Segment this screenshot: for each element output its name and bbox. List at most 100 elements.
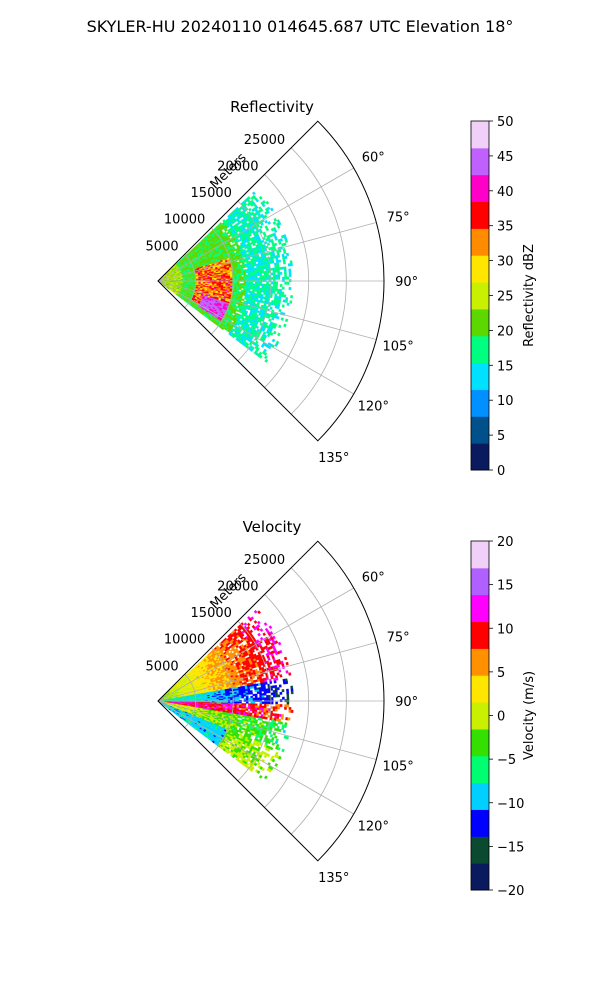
colorbar-segment xyxy=(471,282,489,310)
radar-cell xyxy=(241,286,244,289)
radar-cell xyxy=(259,281,263,285)
radar-cell xyxy=(258,195,263,200)
theta-tick-label: 105° xyxy=(382,339,413,354)
colorbar-segment xyxy=(471,228,489,256)
radar-cell xyxy=(251,191,256,196)
radar-cell xyxy=(277,269,280,273)
radar-cell xyxy=(234,276,238,279)
radar-cell xyxy=(243,277,247,281)
radar-cell xyxy=(272,286,276,290)
radar-cell xyxy=(282,258,286,262)
radar-cell xyxy=(265,288,269,291)
radar-cell xyxy=(212,279,215,281)
radar-cell xyxy=(276,316,280,320)
radar-cell xyxy=(247,257,251,260)
radar-cell xyxy=(258,289,262,293)
radar-cell xyxy=(272,270,276,273)
radar-cell xyxy=(266,283,269,287)
radar-cell xyxy=(239,278,242,281)
radar-cell xyxy=(230,284,233,287)
radar-cell xyxy=(279,291,282,295)
radar-cell xyxy=(241,276,244,279)
radar-cell xyxy=(214,278,217,281)
radar-cell xyxy=(263,355,268,360)
radar-cell xyxy=(264,277,267,280)
radar-cell xyxy=(245,277,249,281)
radar-cell xyxy=(223,278,226,281)
radar-cell xyxy=(279,271,283,275)
radar-cell xyxy=(252,283,256,286)
radar-cell xyxy=(286,276,290,280)
radar-cell xyxy=(254,267,257,271)
radar-cell xyxy=(212,277,215,280)
radar-cell xyxy=(245,274,249,277)
radar-cell xyxy=(230,281,233,284)
radar-cell xyxy=(265,200,270,205)
radar-cell xyxy=(269,207,274,212)
radar-cell xyxy=(236,278,240,281)
radar-cell xyxy=(264,358,269,363)
radar-cell xyxy=(286,302,290,306)
radar-cell xyxy=(259,287,262,291)
radar-cell xyxy=(263,270,267,274)
radar-cell xyxy=(250,281,254,284)
radar-cell xyxy=(278,249,282,253)
radar-cell xyxy=(261,271,265,274)
radar-cell xyxy=(273,277,276,280)
radar-cell xyxy=(267,315,271,319)
radar-cell xyxy=(261,283,265,287)
radar-cell xyxy=(241,298,245,301)
radar-cell xyxy=(284,276,287,280)
colorbar-tick-label: 15 xyxy=(497,359,514,374)
radar-cell xyxy=(272,330,277,335)
radar-cell xyxy=(250,275,254,279)
radar-cell xyxy=(247,290,251,293)
radar-cell xyxy=(243,284,247,288)
radar-cell xyxy=(230,276,233,279)
figure-title: SKYLER-HU 20240110 014645.687 UTC Elevat… xyxy=(87,17,514,36)
radar-cell xyxy=(254,277,258,280)
radar-cell xyxy=(250,277,254,280)
radar-cell xyxy=(283,323,287,328)
radar-cell xyxy=(277,274,281,278)
radar-cell xyxy=(284,274,287,278)
radar-cell xyxy=(284,271,287,275)
radar-cell xyxy=(273,281,276,285)
radar-cell xyxy=(250,283,254,286)
radar-cell xyxy=(254,287,258,290)
radar-cell xyxy=(254,289,258,292)
radar-cell xyxy=(282,276,285,280)
radar-cell xyxy=(245,283,249,286)
radar-cell xyxy=(256,271,260,274)
radar-cell xyxy=(266,281,269,285)
radar-cell xyxy=(266,272,269,276)
radar-cell xyxy=(277,272,281,275)
radar-cell xyxy=(254,275,258,279)
radar-cell xyxy=(259,225,263,229)
theta-tick-label: 60° xyxy=(362,151,385,166)
radar-cell xyxy=(278,259,282,263)
theta-tick-label: 135° xyxy=(318,451,349,466)
radar-cell xyxy=(248,277,251,281)
radar-cell xyxy=(271,317,275,321)
radar-cell xyxy=(277,254,281,258)
colorbar-segment xyxy=(471,389,489,417)
colorbar-tick-label: 20 xyxy=(497,324,514,339)
radar-cell xyxy=(289,260,293,264)
radial-tick-label: 15000 xyxy=(191,186,232,201)
radar-cell xyxy=(252,273,256,277)
radar-cell xyxy=(239,276,242,279)
radar-cell xyxy=(266,275,269,278)
radar-cell xyxy=(283,250,287,255)
colorbar-tick-label: 30 xyxy=(497,255,514,270)
radar-cell xyxy=(276,262,280,266)
radar-cell xyxy=(274,288,278,292)
radar-cell xyxy=(227,277,231,279)
radar-cell xyxy=(257,281,260,284)
radar-cell xyxy=(272,290,276,294)
radar-cell xyxy=(273,217,278,222)
radar-cell xyxy=(254,271,258,275)
radar-cell xyxy=(268,318,272,322)
radar-cell xyxy=(277,332,281,337)
